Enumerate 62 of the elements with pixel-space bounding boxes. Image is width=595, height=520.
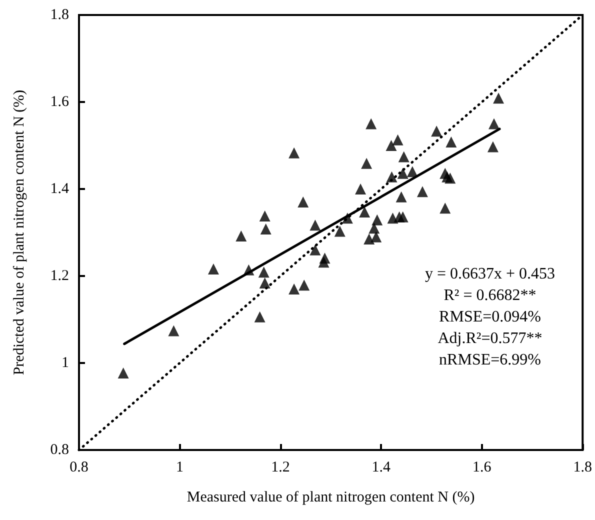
point — [208, 264, 219, 275]
point — [386, 140, 397, 151]
point — [168, 325, 180, 336]
point — [396, 191, 407, 202]
point — [236, 230, 247, 242]
point — [342, 212, 353, 224]
annotation: nRMSE=6.99% — [439, 352, 541, 368]
point — [446, 136, 457, 148]
annotation: Adj.R²=0.577** — [438, 330, 542, 347]
annotation: y = 0.6637x + 0.453 — [424, 266, 556, 282]
point — [361, 158, 372, 169]
point — [431, 126, 442, 137]
point — [440, 202, 451, 214]
point — [368, 222, 380, 234]
point — [392, 134, 404, 146]
annotation: R² = 0.6682** — [444, 287, 536, 304]
point — [298, 196, 309, 208]
point — [397, 211, 408, 222]
annotation: RMSE=0.094% — [439, 308, 541, 326]
point — [288, 147, 300, 158]
point — [334, 226, 346, 237]
y-tick-label: 0.8 — [50, 442, 69, 458]
y-tick-label: 1.2 — [50, 268, 69, 284]
point — [386, 171, 398, 182]
y-tick-label: 1 — [62, 355, 69, 371]
point — [243, 264, 254, 276]
point — [372, 214, 383, 226]
point — [493, 92, 504, 104]
x-tick-label: 1.8 — [573, 460, 592, 476]
point — [259, 277, 270, 288]
point — [288, 284, 300, 295]
point — [310, 220, 321, 231]
point — [319, 252, 330, 264]
point — [366, 118, 377, 130]
point — [416, 186, 428, 198]
x-tick-label: 1 — [176, 460, 184, 476]
point — [370, 231, 382, 242]
y-axis-title: Predicted value of plant nitrogen content N (%) — [12, 90, 28, 376]
y-tick-label: 1.6 — [50, 94, 70, 110]
point — [258, 266, 270, 278]
y-tick-label: 1.8 — [50, 7, 69, 23]
point — [487, 141, 498, 152]
y-tick-label: 1.4 — [50, 181, 70, 197]
point — [259, 210, 270, 222]
point — [355, 184, 366, 194]
x-tick-label: 1.2 — [271, 460, 290, 476]
point — [298, 280, 310, 291]
point — [398, 151, 410, 162]
x-tick-label: 1.4 — [372, 460, 392, 476]
point — [488, 118, 500, 130]
x-axis-title: Measured value of plant nitrogen content N (%) — [186, 490, 475, 506]
point — [260, 224, 272, 235]
point — [254, 311, 266, 322]
point — [444, 172, 456, 184]
point — [359, 206, 370, 218]
x-tick-label: 0.8 — [70, 460, 88, 476]
point — [310, 244, 321, 256]
point — [406, 166, 418, 178]
x-tick-label: 1.6 — [472, 460, 492, 476]
point — [364, 234, 375, 245]
point — [397, 168, 408, 179]
point — [118, 368, 129, 379]
